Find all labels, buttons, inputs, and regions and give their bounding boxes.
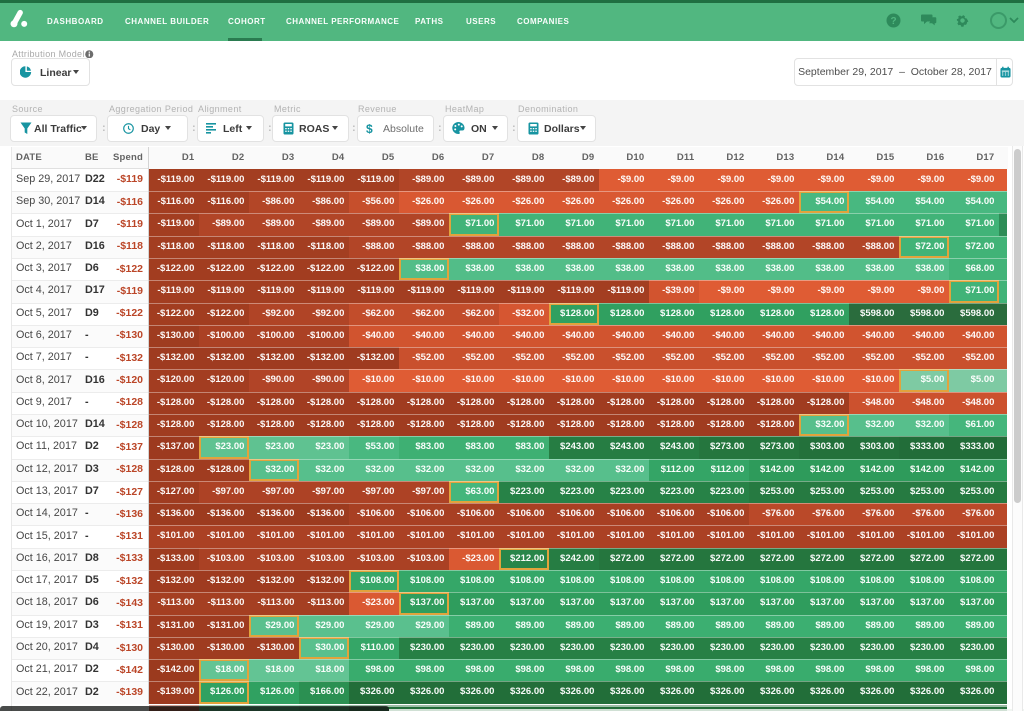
svg-text:?: ? [890,16,896,27]
